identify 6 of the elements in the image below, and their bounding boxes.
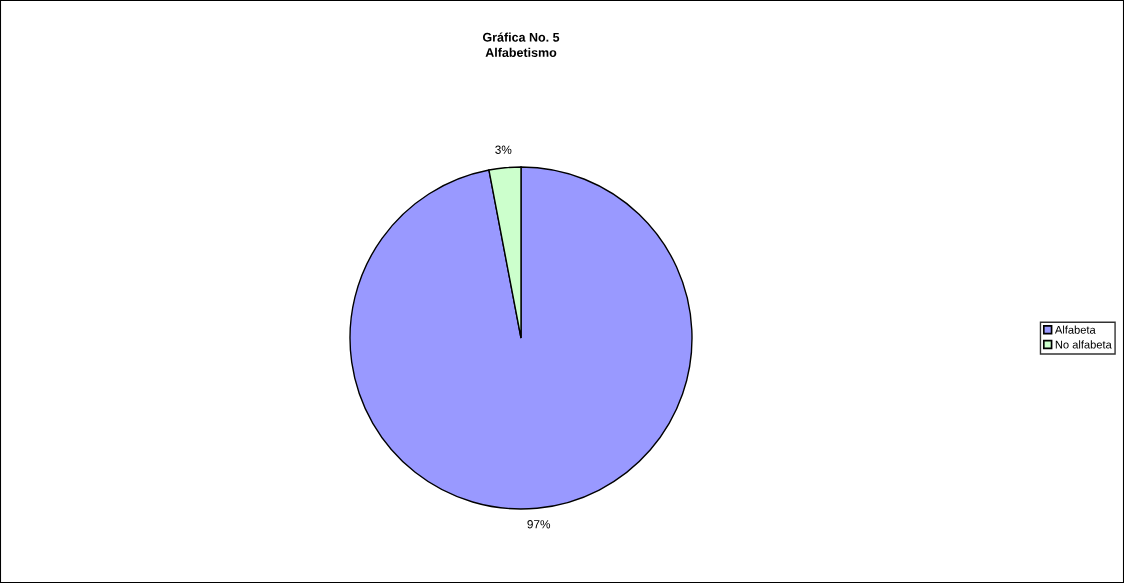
data-label: 3% [495, 145, 512, 154]
pie-slice [349, 166, 693, 510]
data-label: 97% [527, 520, 551, 529]
legend-label: No alfabeta [1055, 340, 1112, 349]
legend-label: Alfabeta [1054, 325, 1096, 334]
chart-title: Gráfica No. 5 Alfabetismo [482, 32, 560, 57]
